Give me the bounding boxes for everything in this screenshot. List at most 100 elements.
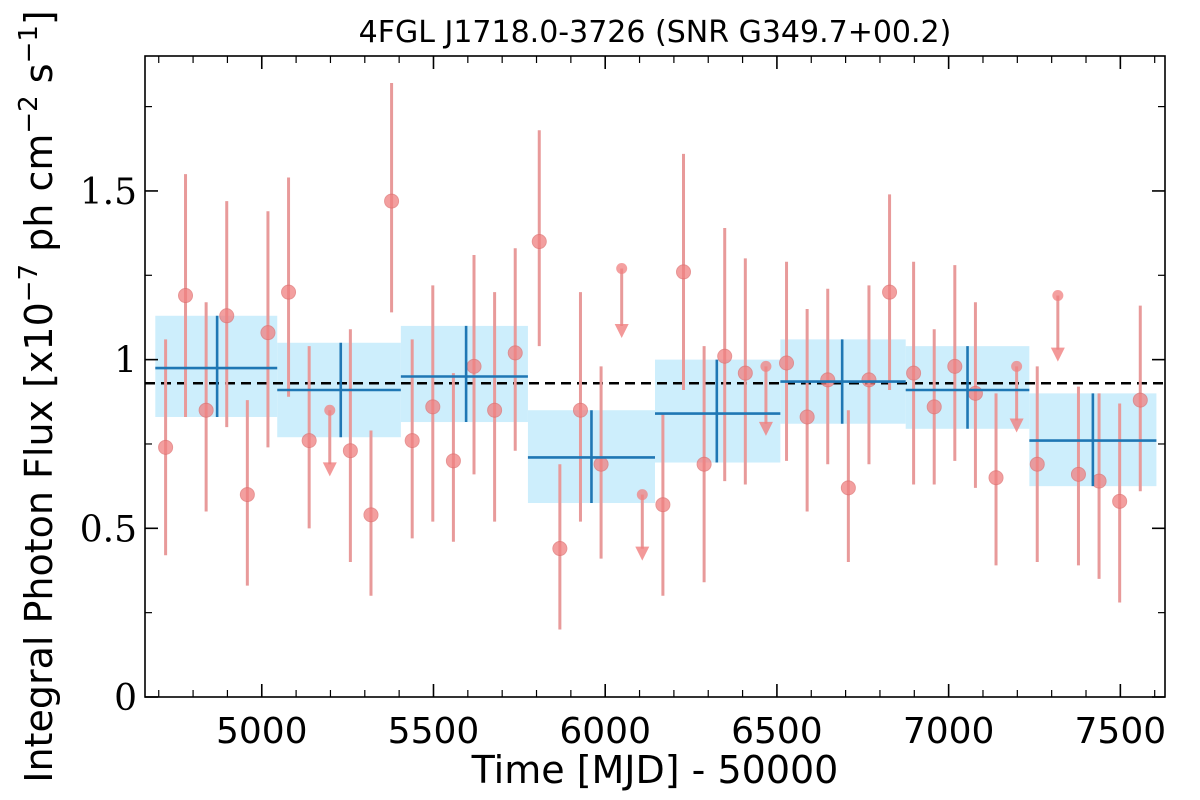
data-point [404,339,420,539]
point-marker [737,365,753,381]
data-point [1029,366,1045,563]
data-point [178,174,194,417]
upper-limit-arrowhead [1050,347,1065,362]
data-point [507,248,523,451]
binned-flux-point [527,410,655,504]
point-marker [1112,493,1128,509]
binned-flux-point [1029,393,1157,487]
data-point [655,413,671,596]
upper-limit-point [1009,360,1024,433]
data-point [799,309,815,512]
point-marker [947,358,963,374]
data-point [906,261,922,485]
data-point [281,177,297,397]
y-axis-label-mid: ph cm [17,134,61,264]
point-marker [840,480,856,496]
point-marker [342,443,358,459]
data-point [882,194,898,390]
data-point [158,339,174,556]
point-marker [882,284,898,300]
x-tick-label: 5500 [388,711,480,752]
chart-title: 4FGL J1718.0-3726 (SNR G349.7+00.2) [359,15,952,50]
point-marker [861,372,877,388]
upper-limit-marker [760,360,772,372]
data-point [425,285,441,522]
y-tick-label: 1.5 [80,172,137,213]
upper-limit-arrowhead [614,324,629,339]
x-tick-label: 6500 [731,711,823,752]
upper-limit-marker [636,489,648,501]
point-marker [507,345,523,361]
point-marker [425,399,441,415]
data-point [967,302,983,488]
y-axis-label-exp1: −7 [14,264,44,302]
upper-limit-marker [1052,290,1064,302]
data-point [1112,403,1128,603]
x-tick-label: 7000 [903,711,995,752]
data-point [820,288,836,465]
data-point [445,373,461,542]
upper-limit-point [322,404,337,477]
y-axis-label-s: s [17,63,61,95]
x-tick-label: 5000 [216,711,308,752]
data-point [1070,386,1086,566]
upper-limit-marker [1011,360,1023,372]
point-marker [1029,456,1045,472]
y-axis-label: Integral Photon Flux [x10−7 ph cm−2 s−1] [14,10,61,783]
point-marker [906,365,922,381]
upper-limit-point [635,489,650,561]
y-axis-label-end: ] [17,10,61,25]
point-marker [820,372,836,388]
binned-flux-layer [155,315,1157,504]
point-marker [552,541,568,557]
point-marker [178,288,194,304]
point-marker [779,355,795,371]
data-point [926,329,942,485]
data-point [342,329,358,563]
point-marker [487,402,503,418]
point-marker [572,402,588,418]
data-point [487,292,503,522]
data-point [696,346,712,583]
y-tick-label: 1 [114,341,137,382]
x-tick-label: 7500 [1075,711,1167,752]
y-axis-label-main: Integral Photon Flux [x10 [17,302,61,783]
data-point [861,285,877,465]
point-marker [281,284,297,300]
data-point [531,130,547,347]
upper-limit-marker [616,263,628,275]
point-marker [967,385,983,401]
binned-flux-point [655,359,781,463]
y-axis-label-exp3: −1 [14,25,44,63]
point-marker [158,439,174,455]
upper-limit-point [614,263,629,339]
point-marker [1070,466,1086,482]
point-marker [363,507,379,523]
point-marker [384,193,400,209]
data-point [301,346,317,529]
data-point [947,265,963,461]
data-point [676,153,692,390]
y-axis-label-exp2: −2 [14,95,44,133]
point-marker [926,399,942,415]
point-marker [1132,392,1148,408]
data-point [466,255,482,475]
point-marker [531,234,547,250]
y-tick-label: 0.5 [80,509,137,550]
plot-frame [144,55,1166,698]
data-point [572,292,588,522]
y-tick-label: 0 [114,678,137,719]
upper-limit-marker [324,404,336,416]
point-marker [404,433,420,449]
data-point [988,393,1004,566]
point-marker [799,409,815,425]
upper-limit-point [1050,290,1065,362]
point-marker [219,308,235,324]
point-marker [445,453,461,469]
point-marker [655,497,671,513]
ticks-layer: 5000 5500 6000 6500 7000 7500 0 0.5 1 1.5 [80,56,1166,752]
data-point [1132,305,1148,492]
point-marker [239,487,255,503]
point-marker [676,264,692,280]
